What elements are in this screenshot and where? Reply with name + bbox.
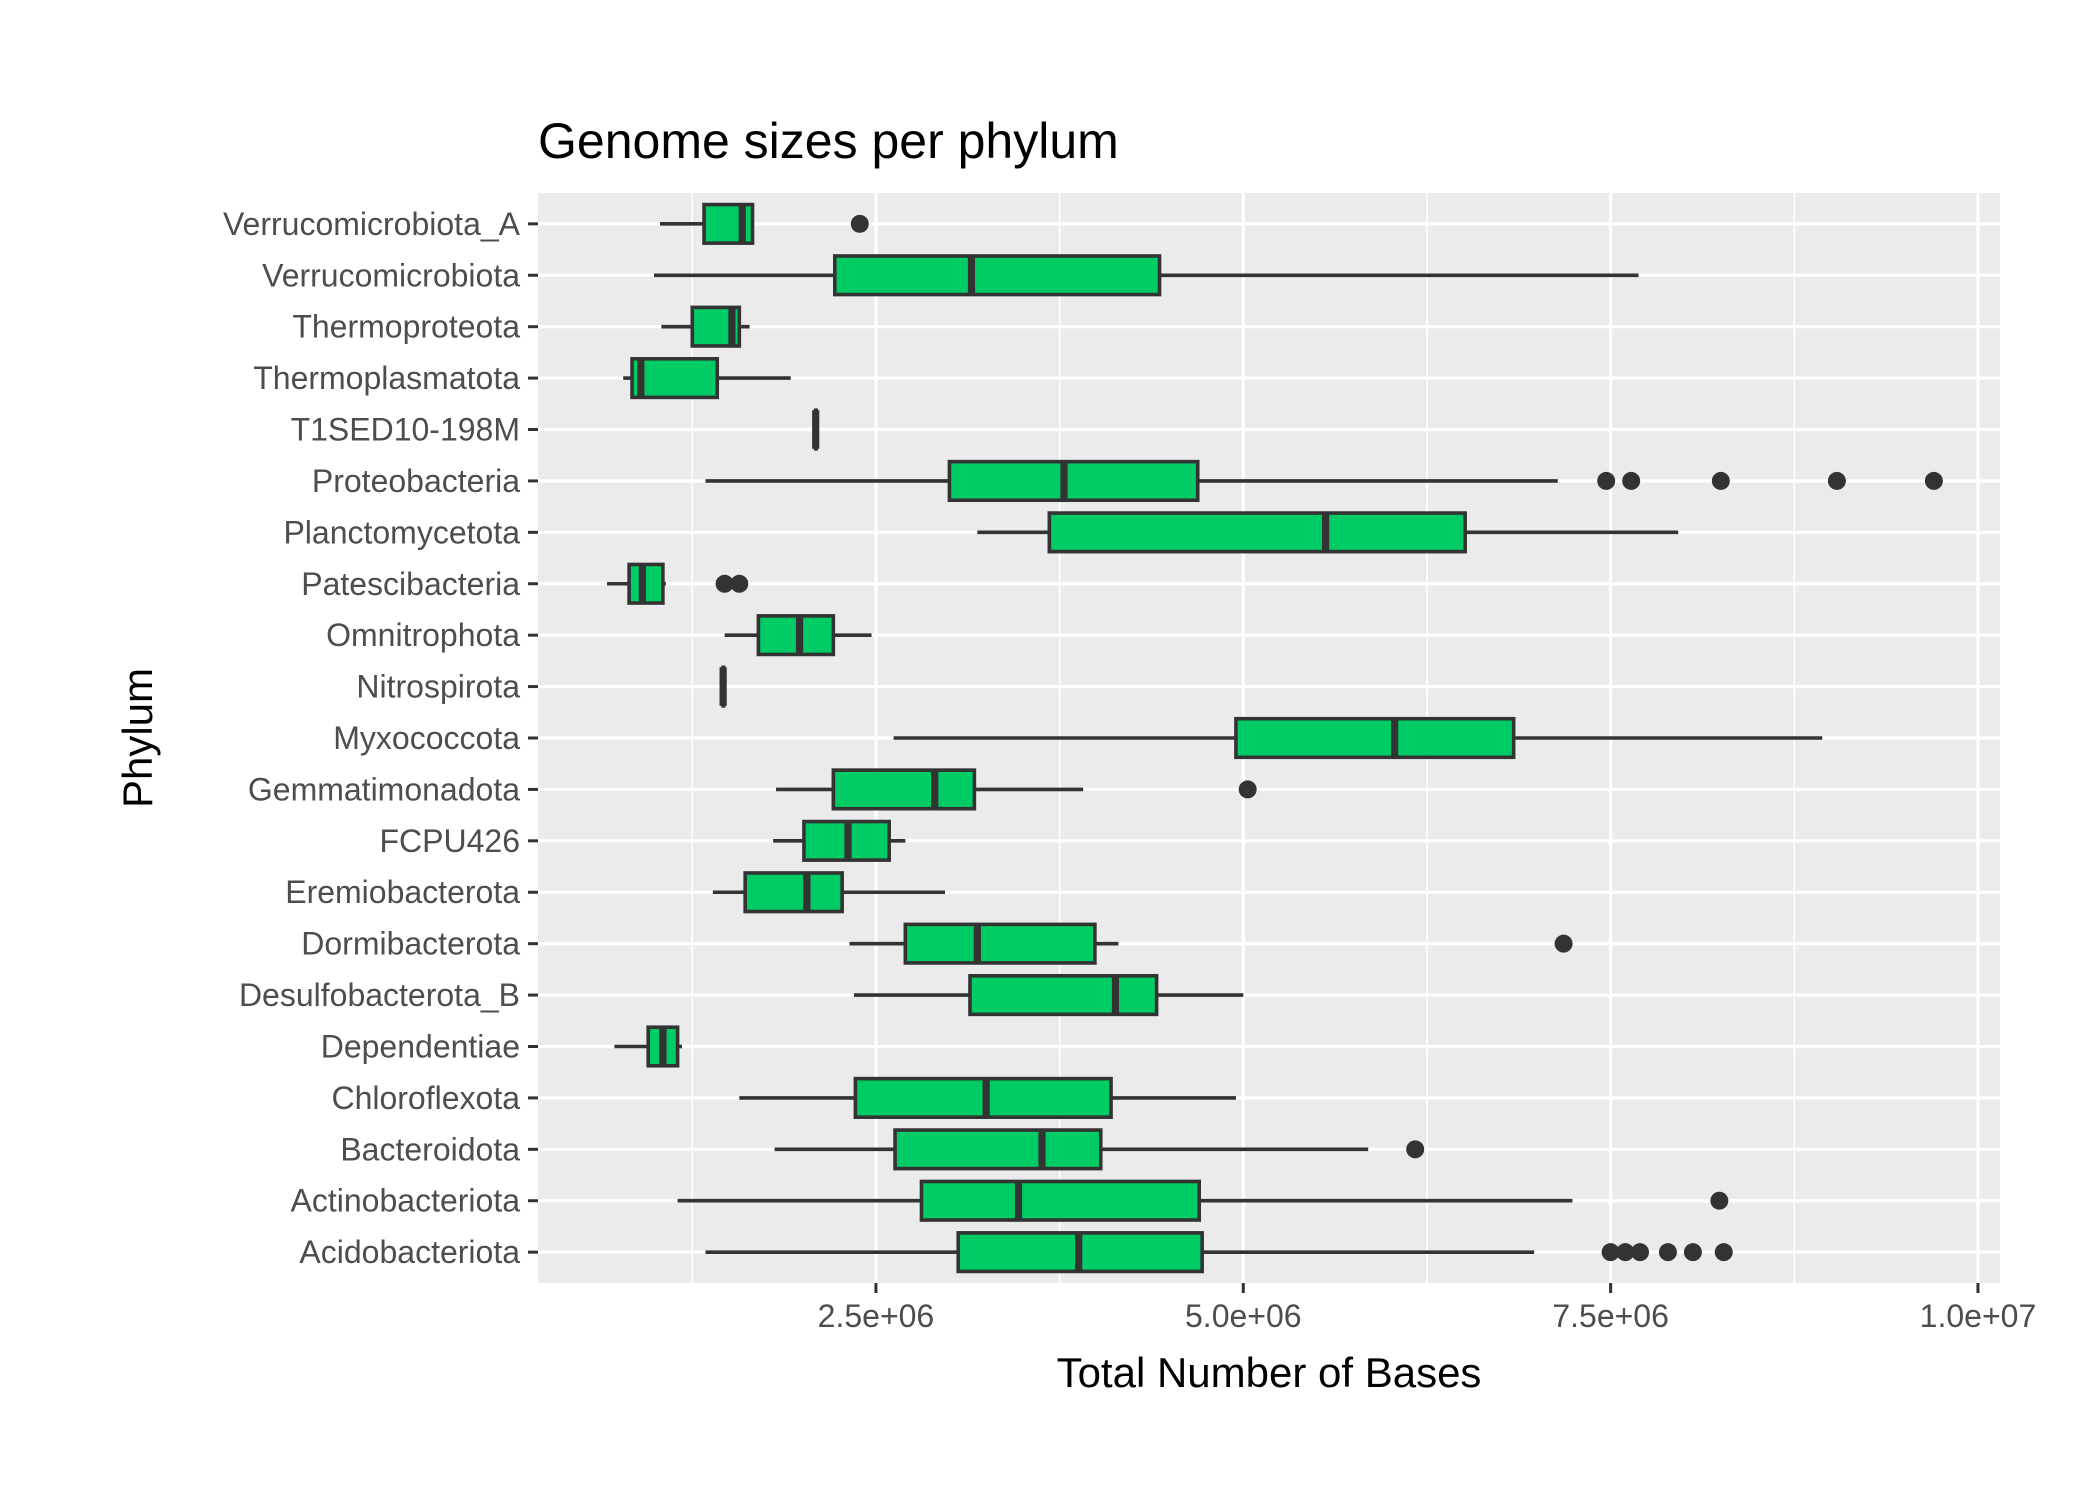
outlier-point [1597,472,1615,490]
chart-title: Genome sizes per phylum [538,113,1119,169]
outlier-point [1631,1243,1649,1261]
box-iqr [833,770,974,809]
y-tick-label: Eremiobacterota [285,874,520,910]
outlier-point [1712,472,1730,490]
y-tick-label: Verrucomicrobiota [262,257,520,293]
box-iqr [970,976,1157,1015]
y-tick-label: Desulfobacterota_B [239,977,520,1013]
outlier-point [1622,472,1640,490]
y-tick-label: Nitrospirota [356,669,520,705]
x-tick-label: 7.5e+06 [1552,1298,1669,1334]
box-iqr [745,873,842,912]
box-nitrospirota [723,667,724,706]
y-tick-label: Myxococcota [333,720,520,756]
outlier-point [1925,472,1943,490]
x-tick-label: 5.0e+06 [1185,1298,1302,1334]
y-tick-label: Verrucomicrobiota_A [223,206,521,242]
y-tick-label: Acidobacteriota [299,1234,520,1270]
y-tick-label: Patescibacteria [301,566,520,602]
outlier-point [1406,1140,1424,1158]
box-iqr [632,359,717,398]
y-tick-label: FCPU426 [380,823,521,859]
outlier-point [851,215,869,233]
y-tick-label: Thermoplasmatota [253,360,520,396]
box-iqr [758,616,833,655]
y-tick-label: Thermoproteota [292,309,520,345]
box-iqr [895,1130,1101,1169]
box-iqr [1236,719,1514,758]
outlier-point [1715,1243,1733,1261]
x-tick-label: 2.5e+06 [818,1298,935,1334]
y-axis: Verrucomicrobiota_A Verrucomicrobiota Ther… [223,206,538,1270]
outlier-point [1239,780,1257,798]
y-tick-label: Chloroflexota [331,1080,520,1116]
box-iqr [629,564,663,603]
y-tick-label: Bacteroidota [340,1131,520,1167]
box-iqr [905,924,1095,963]
outlier-point [1828,472,1846,490]
y-tick-label: Omnitrophota [326,617,520,653]
y-tick-label: Planctomycetota [283,514,520,550]
outlier-point [730,575,748,593]
x-axis-title: Total Number of Bases [1057,1349,1482,1396]
y-tick-label: Proteobacteria [312,463,520,499]
y-tick-label: Actinobacteriota [291,1183,521,1219]
box-iqr [949,462,1197,501]
y-axis-title: Phylum [114,668,161,808]
outlier-point [1659,1243,1677,1261]
y-tick-label: T1SED10-198M [291,412,520,448]
box-iqr [835,256,1160,295]
x-axis: 2.5e+06 5.0e+06 7.5e+06 1.0e+07 [818,1283,2037,1334]
y-tick-label: Dependentiae [321,1028,520,1064]
box-iqr [1049,513,1465,552]
y-tick-label: Gemmatimonadota [248,771,520,807]
box-t1sed10-198m [816,410,817,449]
outlier-point [1684,1243,1702,1261]
outlier-point [1555,935,1573,953]
outlier-point [1710,1192,1728,1210]
x-tick-label: 1.0e+07 [1920,1298,2037,1334]
y-tick-label: Dormibacterota [301,926,520,962]
box-iqr [921,1181,1199,1220]
